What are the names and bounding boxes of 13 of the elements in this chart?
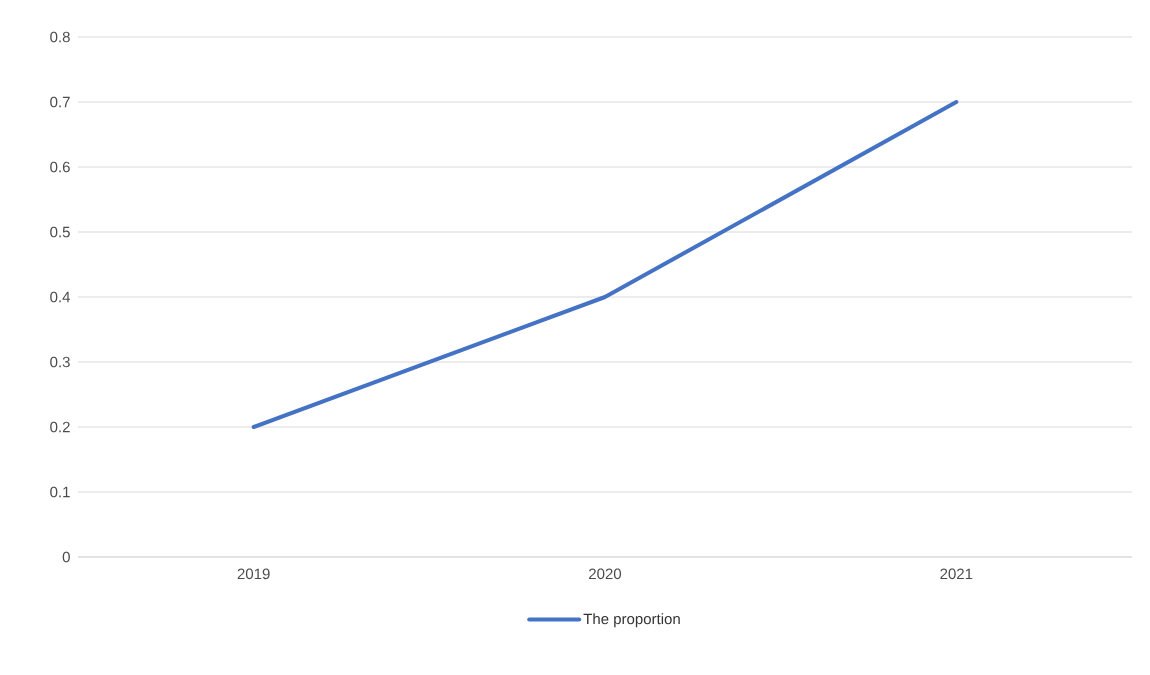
- y-tick-label: 0.7: [50, 96, 70, 108]
- y-tick-label: 0.3: [50, 356, 70, 368]
- y-tick-label: 0.6: [50, 161, 70, 173]
- legend-label: The proportion: [583, 613, 680, 628]
- y-tick-label: 0.1: [50, 486, 70, 498]
- y-tick-label: 0: [62, 551, 70, 563]
- x-tick-label: 2021: [940, 568, 973, 580]
- x-tick-label: 2020: [589, 568, 622, 580]
- y-tick-label: 0.5: [50, 226, 70, 238]
- y-tick-label: 0.2: [50, 421, 70, 433]
- x-tick-label: 2019: [237, 568, 270, 580]
- y-tick-label: 0.8: [50, 31, 70, 43]
- y-tick-label: 0.4: [50, 291, 71, 303]
